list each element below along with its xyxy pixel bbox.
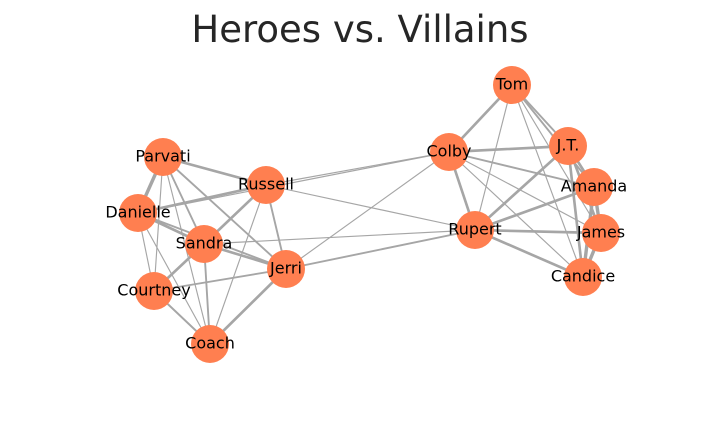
node-label: Russell: [238, 175, 294, 194]
edge-jt-candice: [566, 144, 585, 279]
node-coach: Coach: [185, 325, 235, 363]
node-circle: [135, 272, 173, 310]
node-circle: [267, 250, 305, 288]
node-circle: [119, 194, 157, 232]
node-label: Courtney: [117, 281, 190, 300]
node-label: Coach: [185, 334, 235, 353]
node-circle: [185, 225, 223, 263]
edge-danielle-coach: [137, 212, 211, 345]
edge-rupert-candice: [473, 228, 585, 279]
edge-jerri-rupert: [285, 229, 476, 270]
node-label: Amanda: [561, 177, 627, 196]
node-label: Candice: [551, 267, 615, 286]
edge-rupert-james: [473, 228, 603, 235]
node-label: Sandra: [176, 234, 233, 253]
edge-jerri-courtney: [153, 268, 287, 292]
node-candice: Candice: [551, 258, 615, 296]
edge-amanda-rupert: [473, 185, 596, 232]
node-label: James: [576, 223, 625, 242]
node-circle: [430, 133, 468, 171]
node-label: Parvati: [135, 147, 190, 166]
edge-layer: [136, 83, 603, 346]
node-jt: J.T.: [549, 127, 587, 165]
node-amanda: Amanda: [561, 168, 627, 206]
node-circle: [575, 168, 613, 206]
edge-colby-amanda: [448, 151, 595, 188]
node-courtney: Courtney: [117, 272, 191, 310]
node-tom: Tom: [493, 66, 531, 104]
node-label: Rupert: [448, 220, 501, 239]
node-russell: Russell: [238, 166, 294, 204]
node-parvati: Parvati: [135, 138, 191, 176]
edge-colby-jt: [447, 144, 570, 154]
node-label: Tom: [495, 75, 528, 94]
graph-title: Heroes vs. Villains: [191, 8, 529, 51]
node-circle: [493, 66, 531, 104]
edge-tom-candice: [511, 84, 584, 278]
node-circle: [549, 127, 587, 165]
node-label: Colby: [426, 142, 471, 161]
node-label: J.T.: [556, 136, 580, 155]
node-james: James: [576, 214, 625, 252]
edge-tom-rupert: [474, 84, 513, 231]
node-colby: Colby: [426, 133, 472, 171]
node-circle: [582, 214, 620, 252]
node-circle: [144, 138, 182, 176]
edge-sandra-rupert: [203, 229, 476, 245]
node-circle: [191, 325, 229, 363]
edge-russell-rupert: [265, 184, 476, 231]
edge-parvati-jerri: [162, 156, 287, 270]
node-circle: [456, 211, 494, 249]
node-circle: [247, 166, 285, 204]
edge-russell-coach: [209, 184, 267, 345]
node-danielle: Danielle: [105, 194, 171, 232]
node-jerri: Jerri: [267, 250, 305, 288]
node-sandra: Sandra: [176, 225, 233, 263]
edge-jerri-colby: [285, 151, 450, 270]
node-label: Jerri: [269, 259, 302, 278]
node-label: Danielle: [105, 203, 170, 222]
edge-jt-rupert: [473, 144, 570, 232]
node-circle: [564, 258, 602, 296]
node-rupert: Rupert: [448, 211, 502, 249]
edge-danielle-colby: [137, 151, 450, 214]
node-layer: Tom J.T. Colby Amanda Rupert James Candice Parv…: [105, 66, 627, 363]
